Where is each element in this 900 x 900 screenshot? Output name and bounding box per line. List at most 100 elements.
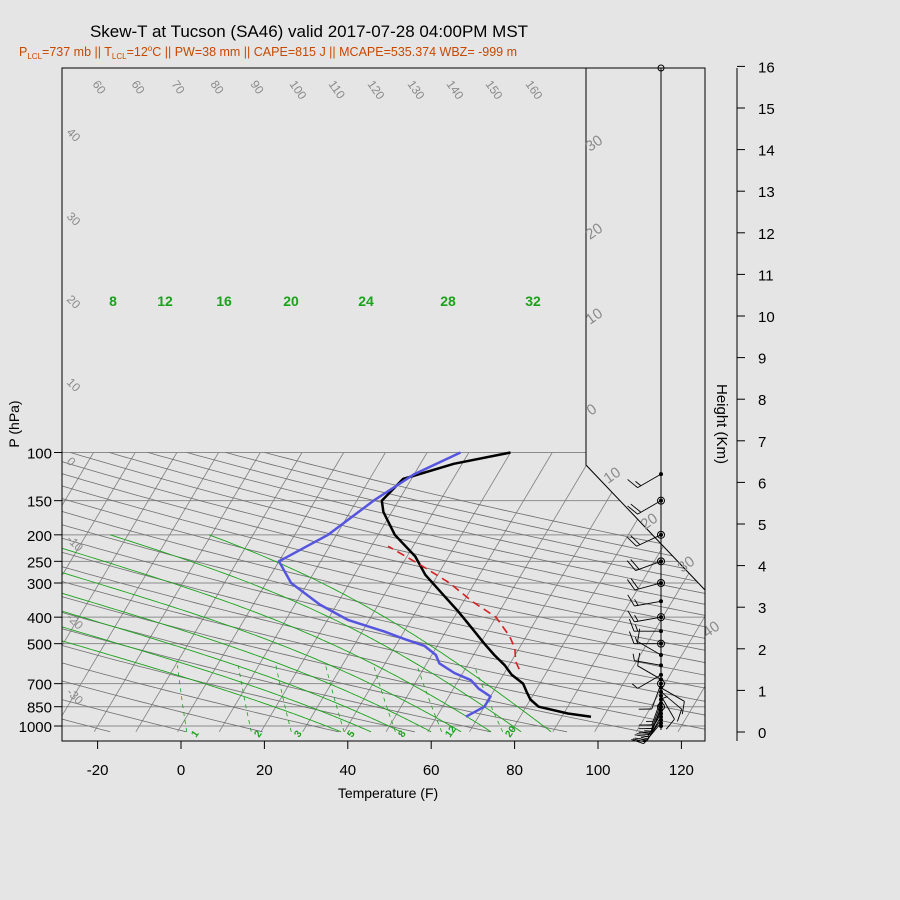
wind-barb-shaft [636,534,662,547]
wind-barb-shaft [634,660,662,666]
temperature-profile [380,451,592,718]
isotherm-line [427,452,595,732]
mixing-ratio-line [177,665,188,732]
x-tick-label: 40 [339,762,356,779]
wind-barb-flag [631,738,644,745]
mixing-ratio-line [416,665,443,732]
wind-barb-flag [637,652,641,666]
height-tick-label: 7 [758,434,766,451]
moist-adiabat [62,547,492,733]
wind-barb-shaft [637,473,662,489]
wind-barb-flag [644,730,652,732]
height-tick-label: 2 [758,642,766,659]
height-tick-label: 9 [758,351,766,368]
wind-barb-flag [665,718,675,730]
wind-barb-shaft [647,716,662,741]
wind-level-marker [657,496,665,505]
wind-barb-shaft [660,695,675,720]
wind-barb-shaft [634,616,662,623]
moist-adiabat-label: 12 [157,293,173,309]
dry-adiabat [70,452,705,605]
wind-barb-flag [642,732,650,735]
wind-barb-shaft [637,674,662,689]
wind-level-marker [657,530,665,539]
wind-barb-flag [636,733,650,736]
moist-adiabat-label: 24 [358,293,374,309]
wind-barb-flag [634,614,639,622]
wind-barb-shaft [651,706,662,733]
height-tick-label: 1 [758,683,766,700]
moist-adiabat [109,534,522,733]
mixing-ratio-line [325,665,345,732]
mixing-ratio-label: 2 [252,728,264,739]
mixing-ratio-label: 3 [292,728,304,739]
dry-adiabat [62,537,705,689]
wind-barb-shaft [651,702,662,729]
isotherm-line [0,453,10,732]
moist-adiabat [62,626,372,733]
masked-edge [585,68,705,591]
isotherm-line [62,452,94,507]
height-tick-label: 13 [758,184,775,201]
x-tick-label: 100 [585,762,610,779]
wind-barb-flag [640,736,648,740]
isotherm-line [803,453,900,732]
height-tick-label: 16 [758,59,775,76]
y-tick-label: 850 [27,700,52,717]
dry-adiabat [62,498,705,651]
dry-adiabat-label-right: 30 [675,553,698,576]
dry-adiabat [62,511,705,663]
profile-layer [277,451,592,718]
height-tick-label: 12 [758,226,775,243]
moist-adiabat [62,610,402,733]
dry-adiabat-label-right: 10 [601,464,624,487]
y-tick-label: 250 [27,554,52,571]
height-axis-label: Height (Km) [713,384,730,464]
dry-adiabat [62,612,568,733]
dry-adiabat [109,452,705,594]
height-tick-label: 11 [758,267,774,284]
dry-adiabat [62,596,644,733]
dry-adiabat [62,524,705,676]
wind-barbs [626,64,685,745]
wind-barb-flag [627,479,638,489]
isotherm-line [135,452,303,732]
wind-barb-flag [631,683,638,689]
moist-adiabat [62,592,432,733]
wind-barb-flag [630,535,641,545]
dry-adiabat-label-right: 20 [583,220,606,243]
chart-title: Skew-T at Tucson (SA46) valid 2017-07-28… [90,22,528,41]
moist-adiabat-label: 16 [216,293,232,309]
y-tick-label: 300 [27,576,52,593]
wind-barb-flag [627,610,635,623]
wind-barb-shaft [634,600,662,607]
height-tick-label: 8 [758,392,766,409]
axes-layer: -20 0 20 40 60 80 100 1201001502002503004005007… [19,446,694,780]
dry-adiabat-label-right: 30 [583,132,606,155]
moist-adiabat-label: 20 [283,293,299,309]
wind-barb-flag [634,737,648,741]
dry-adiabat [264,452,705,553]
wind-level-marker [657,613,665,622]
moist-adiabat-label: 32 [525,293,541,309]
masked-region [586,68,705,590]
moist-adiabat-label: 8 [109,293,117,309]
wind-barb-flag [626,560,636,571]
mixing-ratio-label: 1 [189,728,201,739]
wind-barb-shaft [660,687,685,702]
wind-barb-shaft [651,683,662,710]
wind-barb-flag [626,536,637,547]
wind-level-marker [657,679,665,688]
y-tick-label: 500 [27,637,52,654]
wind-barb-shaft [635,560,662,571]
moist-adiabat [62,640,342,733]
wind-barb-flag [630,578,639,590]
dry-adiabat [62,581,705,730]
wind-barb-flag [635,480,642,487]
height-tick-label: 10 [758,309,775,326]
dry-adiabat [62,662,339,733]
parcel-path [387,545,520,670]
mixing-ratio-line [373,665,396,732]
wind-barb-flag [634,624,639,632]
